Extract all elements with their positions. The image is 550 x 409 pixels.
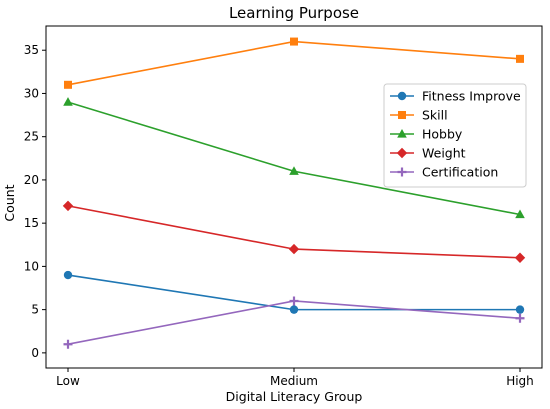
data-point (514, 252, 526, 263)
x-tick-label: High (506, 374, 534, 388)
legend-item: Weight (390, 146, 466, 161)
legend-item: Hobby (390, 127, 463, 142)
x-axis-label: Digital Literacy Group (226, 389, 363, 404)
y-axis-label: Count (2, 184, 17, 221)
data-point (63, 270, 73, 280)
series-fitness-improve (63, 270, 525, 314)
series-weight (62, 200, 526, 263)
series-skill (64, 37, 524, 89)
data-point (63, 97, 73, 106)
legend-item: Fitness Improve (390, 89, 521, 104)
data-point (289, 305, 299, 314)
data-point (515, 313, 525, 323)
x-tick-label: Medium (270, 374, 318, 388)
y-tick-label: 35 (24, 43, 39, 57)
data-point (288, 243, 300, 255)
data-point (516, 54, 524, 63)
legend-marker (397, 167, 407, 177)
series-hobby (63, 97, 525, 219)
data-point (62, 200, 74, 212)
y-tick-label: 5 (31, 303, 39, 317)
y-tick-label: 20 (24, 173, 39, 187)
y-tick-label: 30 (24, 86, 39, 100)
legend-label: Weight (422, 146, 466, 161)
legend-marker (397, 129, 407, 138)
y-tick-label: 25 (24, 130, 39, 144)
series-layer (62, 37, 526, 349)
series-certification (63, 296, 525, 349)
legend-marker (398, 111, 406, 119)
x-tick-label: Low (56, 374, 80, 388)
y-tick-label: 15 (24, 216, 39, 230)
legend-label: Certification (422, 165, 498, 180)
legend-marker (396, 147, 408, 159)
data-point (515, 305, 525, 314)
series-line (67, 40, 521, 86)
data-point (63, 339, 73, 349)
legend-label: Hobby (422, 127, 463, 142)
data-point (64, 80, 72, 89)
legend-marker (397, 91, 407, 101)
y-tick-label: 0 (31, 346, 39, 360)
legend-box (383, 83, 527, 188)
legend: Fitness Improve Skill Hobby Weight Certifica… (383, 83, 527, 188)
data-point (290, 37, 298, 46)
legend-label: Skill (422, 108, 448, 123)
data-point (289, 296, 299, 306)
plot-frame (45, 25, 543, 369)
axes: Low Medium High 0 5 10 15 20 25 30 35 (24, 25, 543, 388)
y-tick-label: 10 (24, 259, 39, 273)
legend-item: Skill (390, 108, 448, 123)
data-point (515, 209, 525, 219)
data-point (289, 166, 299, 175)
legend-item: Certification (390, 165, 498, 180)
chart-title: Learning Purpose (229, 4, 359, 22)
legend-label: Fitness Improve (422, 89, 521, 104)
